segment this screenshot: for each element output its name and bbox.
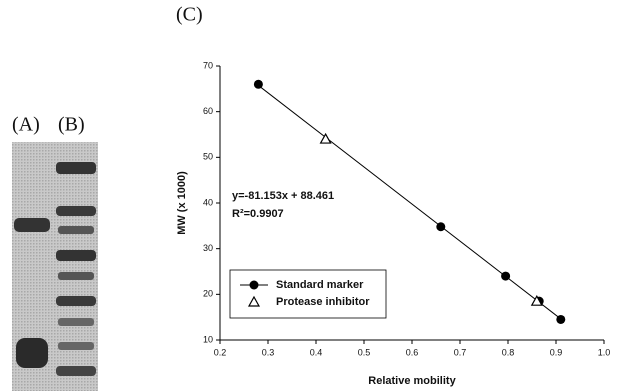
marker — [501, 272, 510, 281]
marker — [250, 281, 259, 290]
marker — [436, 222, 445, 231]
y-tick-label: 70 — [203, 60, 213, 70]
x-tick-label: 0.4 — [310, 347, 323, 357]
annotation: R²=0.9907 — [232, 208, 284, 220]
x-tick-label: 0.3 — [262, 347, 275, 357]
y-tick-label: 20 — [203, 289, 213, 299]
gel-image — [12, 142, 98, 391]
x-tick-label: 0.6 — [406, 347, 419, 357]
x-tick-label: 0.5 — [358, 347, 371, 357]
annotation: y=-81.153x + 88.461 — [232, 190, 334, 202]
x-tick-label: 0.7 — [454, 347, 467, 357]
legend — [230, 270, 386, 318]
x-tick-label: 0.9 — [550, 347, 563, 357]
x-tick-label: 1.0 — [598, 347, 611, 357]
legend-label: Standard marker — [276, 279, 364, 291]
marker — [556, 315, 565, 324]
y-tick-label: 10 — [203, 334, 213, 344]
marker — [321, 134, 331, 143]
x-tick-label: 0.2 — [214, 347, 227, 357]
marker — [254, 80, 263, 89]
x-axis-label: Relative mobility — [368, 375, 456, 387]
y-tick-label: 40 — [203, 197, 213, 207]
y-tick-label: 50 — [203, 152, 213, 162]
panel-label: (A) — [12, 114, 40, 136]
y-tick-label: 60 — [203, 106, 213, 116]
legend-label: Protease inhibitor — [276, 296, 370, 308]
y-tick-label: 30 — [203, 243, 213, 253]
panel-label: (C) — [176, 4, 203, 26]
panel-label: (B) — [58, 114, 85, 136]
figure: (A) (B) (C) MW (x 1000) Relative mobilit… — [0, 0, 622, 391]
x-tick-label: 0.8 — [502, 347, 515, 357]
y-axis-label: MW (x 1000) — [176, 171, 188, 235]
